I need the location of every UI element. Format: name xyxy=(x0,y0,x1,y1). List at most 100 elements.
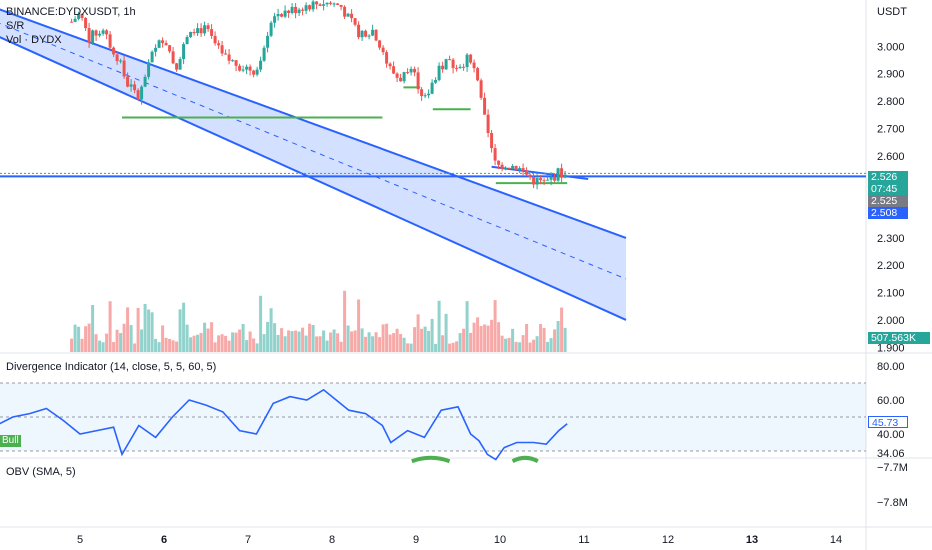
volume-bar xyxy=(381,324,385,352)
volume-bar xyxy=(406,343,410,352)
volume-bar xyxy=(199,333,203,352)
price-axis-tick: 2.300 xyxy=(877,233,905,245)
volume-bar xyxy=(416,314,420,352)
volume-bar xyxy=(311,324,315,352)
volume-bar xyxy=(269,308,273,352)
volume-bar xyxy=(504,338,508,352)
candle-body xyxy=(539,178,543,181)
volume-bar xyxy=(266,321,270,352)
candle-body xyxy=(360,30,364,38)
sr-legend[interactable]: S/R xyxy=(6,20,25,32)
volume-bar xyxy=(357,299,361,352)
volume-bar xyxy=(451,342,455,352)
candle-body xyxy=(140,86,144,100)
volume-bar xyxy=(147,309,151,352)
volume-bar xyxy=(465,301,469,352)
candle-body xyxy=(514,165,518,171)
volume-bar xyxy=(388,334,392,352)
candle-body xyxy=(175,63,179,70)
candle-body xyxy=(479,80,483,98)
volume-bar xyxy=(507,337,511,352)
candle-body xyxy=(521,168,525,171)
volume-bar xyxy=(217,335,221,352)
price-axis-tick: 3.000 xyxy=(877,41,905,53)
candle-body xyxy=(469,54,473,63)
volume-bar xyxy=(364,336,368,352)
volume-bar xyxy=(343,290,347,352)
volume-bar xyxy=(479,326,483,352)
volume-bar xyxy=(84,326,88,352)
bull-divergence-mark xyxy=(411,455,451,464)
candle-body xyxy=(108,34,112,48)
candle-body xyxy=(94,30,98,36)
candle-body xyxy=(210,29,214,36)
candle-body xyxy=(276,14,280,17)
volume-bar xyxy=(374,332,378,352)
candle-body xyxy=(560,168,564,178)
candle-body xyxy=(315,1,319,5)
candle-body xyxy=(273,16,277,23)
volume-legend[interactable]: Vol · DYDX xyxy=(6,34,62,46)
divergence-legend[interactable]: Divergence Indicator (14, close, 5, 5, 6… xyxy=(6,361,217,373)
volume-bar xyxy=(353,330,357,352)
candle-body xyxy=(549,177,553,180)
volume-bar xyxy=(385,323,389,352)
price-axis-tick: 2.700 xyxy=(877,123,905,135)
volume-bar xyxy=(395,328,399,352)
candle-body xyxy=(437,65,441,81)
candle-body xyxy=(77,13,81,19)
volume-bar xyxy=(521,335,525,352)
candle-body xyxy=(392,66,396,74)
candle-body xyxy=(304,5,308,11)
volume-bar xyxy=(514,341,518,352)
candle-body xyxy=(164,43,168,46)
candle-body xyxy=(556,168,560,181)
volume-bar xyxy=(255,343,259,352)
obv-legend[interactable]: OBV (SMA, 5) xyxy=(6,466,76,478)
rsi-axis-tick: 80.00 xyxy=(877,361,905,373)
candle-body xyxy=(399,77,403,82)
candle-body xyxy=(206,25,210,30)
volume-bar xyxy=(563,327,567,352)
volume-bar xyxy=(94,334,98,352)
rsi-line[interactable] xyxy=(0,388,568,461)
volume-bar xyxy=(80,338,84,352)
candle-body xyxy=(563,174,567,178)
channel-upper-line[interactable] xyxy=(0,8,627,239)
volume-bar xyxy=(437,300,441,352)
candle-body xyxy=(325,2,329,5)
volume-bar xyxy=(332,329,336,352)
volume-bar xyxy=(483,324,487,352)
volume-bar xyxy=(98,340,102,352)
candle-body xyxy=(161,40,165,44)
price-axis-tick: 2.000 xyxy=(877,315,905,327)
time-axis-tick: 5 xyxy=(77,534,83,546)
symbol-legend[interactable]: BINANCE:DYDXUSDT, 1h xyxy=(6,6,136,18)
volume-bar xyxy=(430,318,434,352)
candle-body xyxy=(381,47,385,53)
channel-median-line[interactable] xyxy=(0,22,627,280)
candle-body xyxy=(476,68,480,81)
line-price-tag: 2.508 xyxy=(868,207,908,219)
volume-bar xyxy=(171,340,175,352)
channel-lower-line[interactable] xyxy=(0,35,627,321)
regression-channel-fill[interactable] xyxy=(0,8,626,320)
currency-label[interactable]: USDT xyxy=(877,6,907,18)
candle-body xyxy=(504,168,508,170)
candle-body xyxy=(182,44,186,60)
candle-body xyxy=(511,165,515,169)
volume-bar xyxy=(101,342,105,352)
time-axis-tick: 8 xyxy=(329,534,335,546)
candle-body xyxy=(472,62,476,69)
candle-body xyxy=(364,30,368,37)
volume-bar xyxy=(497,322,501,352)
volume-bar xyxy=(493,300,497,352)
candle-body xyxy=(84,17,88,29)
volume-bar xyxy=(402,337,406,352)
volume-bar xyxy=(143,303,147,352)
volume-bar xyxy=(115,329,119,352)
candle-body xyxy=(497,160,501,165)
candle-body xyxy=(126,76,130,87)
volume-bar xyxy=(469,332,473,352)
